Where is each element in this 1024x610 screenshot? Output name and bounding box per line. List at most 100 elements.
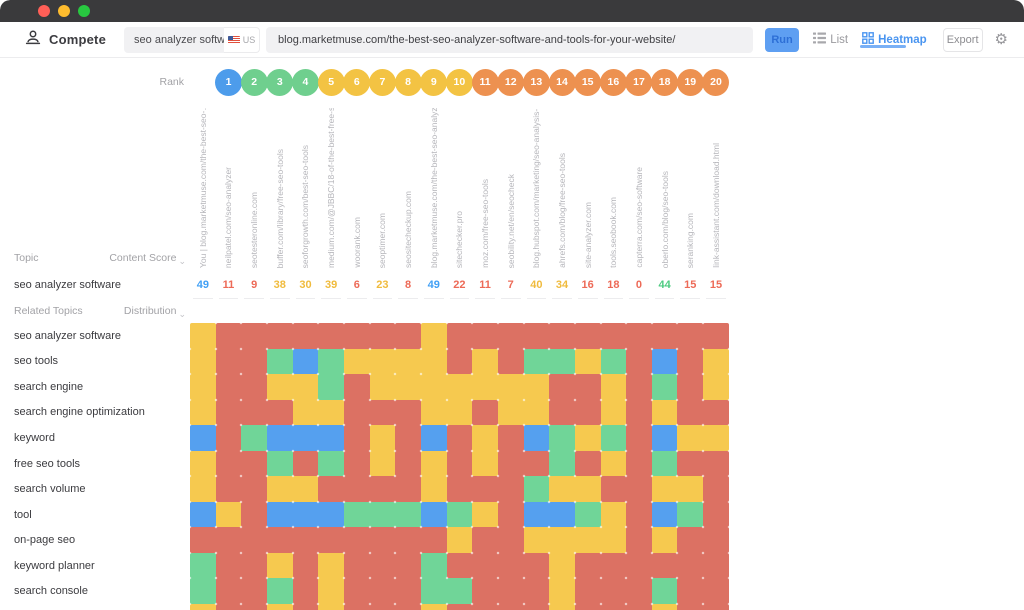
gear-icon[interactable]: ⚙ — [994, 31, 1008, 48]
heatmap-cell[interactable] — [523, 476, 550, 502]
heatmap-cell[interactable] — [292, 578, 319, 605]
heatmap-cell[interactable] — [190, 425, 216, 451]
heatmap-cell[interactable] — [472, 578, 498, 605]
heatmap-cell[interactable] — [190, 450, 216, 477]
rank-badge[interactable]: 14 — [548, 68, 576, 96]
heatmap-cell[interactable] — [318, 348, 344, 375]
column-header-url-link[interactable]: seoforgrowth.com/best-seo-tools — [300, 144, 311, 268]
keyword-input[interactable]: seo analyzer software — [124, 26, 241, 53]
heatmap-cell[interactable] — [523, 501, 550, 528]
heatmap-cell[interactable] — [651, 552, 678, 579]
heatmap-cell[interactable] — [395, 476, 421, 502]
heatmap-cell[interactable] — [395, 527, 421, 553]
heatmap-cell[interactable] — [420, 527, 447, 553]
heatmap-cell[interactable] — [343, 578, 370, 605]
maximize-window-button[interactable] — [78, 5, 90, 17]
heatmap-cell[interactable] — [343, 552, 370, 579]
heatmap-cell[interactable] — [446, 399, 473, 426]
heatmap-cell[interactable] — [420, 578, 447, 605]
heatmap-cell[interactable] — [395, 578, 421, 605]
heatmap-cell[interactable] — [343, 476, 370, 502]
heatmap-cell[interactable] — [369, 450, 396, 477]
heatmap-cell[interactable] — [497, 374, 524, 400]
heatmap-cell[interactable] — [266, 527, 293, 553]
rank-badge[interactable]: 8 — [394, 68, 422, 96]
heatmap-cell[interactable] — [395, 399, 421, 426]
heatmap-cell[interactable] — [215, 399, 242, 426]
rank-badge[interactable]: 7 — [368, 68, 396, 96]
heatmap-cell[interactable] — [703, 527, 729, 553]
heatmap-cell[interactable] — [190, 578, 216, 605]
export-button[interactable]: Export — [942, 27, 983, 52]
heatmap-cell[interactable] — [574, 399, 601, 426]
heatmap-cell[interactable] — [626, 476, 652, 502]
heatmap-cell[interactable] — [420, 425, 447, 451]
heatmap-cell[interactable] — [215, 323, 242, 349]
heatmap-cell[interactable] — [318, 527, 344, 553]
heatmap-cell[interactable] — [703, 450, 729, 477]
heatmap-cell[interactable] — [266, 552, 293, 579]
heatmap-cell[interactable] — [343, 604, 370, 610]
heatmap-cell[interactable] — [651, 323, 678, 349]
heatmap-cell[interactable] — [446, 348, 473, 375]
heatmap-cell[interactable] — [549, 348, 575, 375]
heatmap-cell[interactable] — [600, 399, 627, 426]
heatmap-cell[interactable] — [574, 450, 601, 477]
heatmap-cell[interactable] — [549, 527, 575, 553]
heatmap-cell[interactable] — [497, 604, 524, 610]
close-window-button[interactable] — [38, 5, 50, 17]
heatmap-cell[interactable] — [241, 476, 267, 502]
column-header-url-link[interactable]: oberlo.com/blog/seo-tools — [659, 170, 670, 268]
heatmap-cell[interactable] — [241, 527, 267, 553]
heatmap-cell[interactable] — [343, 527, 370, 553]
heatmap-cell[interactable] — [549, 399, 575, 426]
heatmap-cell[interactable] — [600, 578, 627, 605]
heatmap-cell[interactable] — [574, 374, 601, 400]
heatmap-cell[interactable] — [677, 604, 704, 610]
rank-badge[interactable]: 12 — [497, 68, 525, 96]
heatmap-cell[interactable] — [677, 323, 704, 349]
heatmap-cell[interactable] — [651, 450, 678, 477]
column-header-url-link[interactable]: medium.com/@JBBC/18-of-the-best-free-s… — [326, 108, 337, 268]
heatmap-cell[interactable] — [677, 399, 704, 426]
heatmap-cell[interactable] — [600, 604, 627, 610]
heatmap-cell[interactable] — [703, 501, 729, 528]
heatmap-cell[interactable] — [292, 501, 319, 528]
heatmap-cell[interactable] — [241, 501, 267, 528]
heatmap-cell[interactable] — [318, 323, 344, 349]
heatmap-cell[interactable] — [497, 578, 524, 605]
heatmap-cell[interactable] — [318, 374, 344, 400]
run-button[interactable]: Run — [764, 27, 800, 52]
heatmap-cell[interactable] — [626, 604, 652, 610]
heatmap-cell[interactable] — [369, 425, 396, 451]
heatmap-cell[interactable] — [600, 552, 627, 579]
heatmap-cell[interactable] — [318, 604, 344, 610]
heatmap-cell[interactable] — [703, 552, 729, 579]
heatmap-cell[interactable] — [472, 399, 498, 426]
heatmap-cell[interactable] — [626, 399, 652, 426]
heatmap-cell[interactable] — [292, 604, 319, 610]
heatmap-cell[interactable] — [395, 552, 421, 579]
column-header-url-link[interactable]: site-analyzer.com — [582, 201, 593, 268]
heatmap-cell[interactable] — [626, 323, 652, 349]
heatmap-cell[interactable] — [369, 323, 396, 349]
heatmap-cell[interactable] — [574, 578, 601, 605]
heatmap-cell[interactable] — [420, 552, 447, 579]
heatmap-cell[interactable] — [369, 399, 396, 426]
heatmap-cell[interactable] — [369, 501, 396, 528]
heatmap-cell[interactable] — [369, 374, 396, 400]
heatmap-cell[interactable] — [626, 374, 652, 400]
heatmap-cell[interactable] — [651, 476, 678, 502]
heatmap-cell[interactable] — [266, 323, 293, 349]
heatmap-cell[interactable] — [266, 604, 293, 610]
column-header-url-link[interactable]: seoptimer.com — [377, 212, 388, 268]
heatmap-cell[interactable] — [446, 578, 473, 605]
heatmap-cell[interactable] — [215, 374, 242, 400]
heatmap-cell[interactable] — [241, 578, 267, 605]
rank-badge[interactable]: 19 — [676, 68, 704, 96]
heatmap-cell[interactable] — [549, 425, 575, 451]
heatmap-cell[interactable] — [420, 374, 447, 400]
column-header-url-link[interactable]: You | blog.marketmuse.com/the-best-seo-… — [197, 108, 208, 268]
heatmap-cell[interactable] — [472, 450, 498, 477]
rank-badge[interactable]: 20 — [702, 68, 730, 96]
